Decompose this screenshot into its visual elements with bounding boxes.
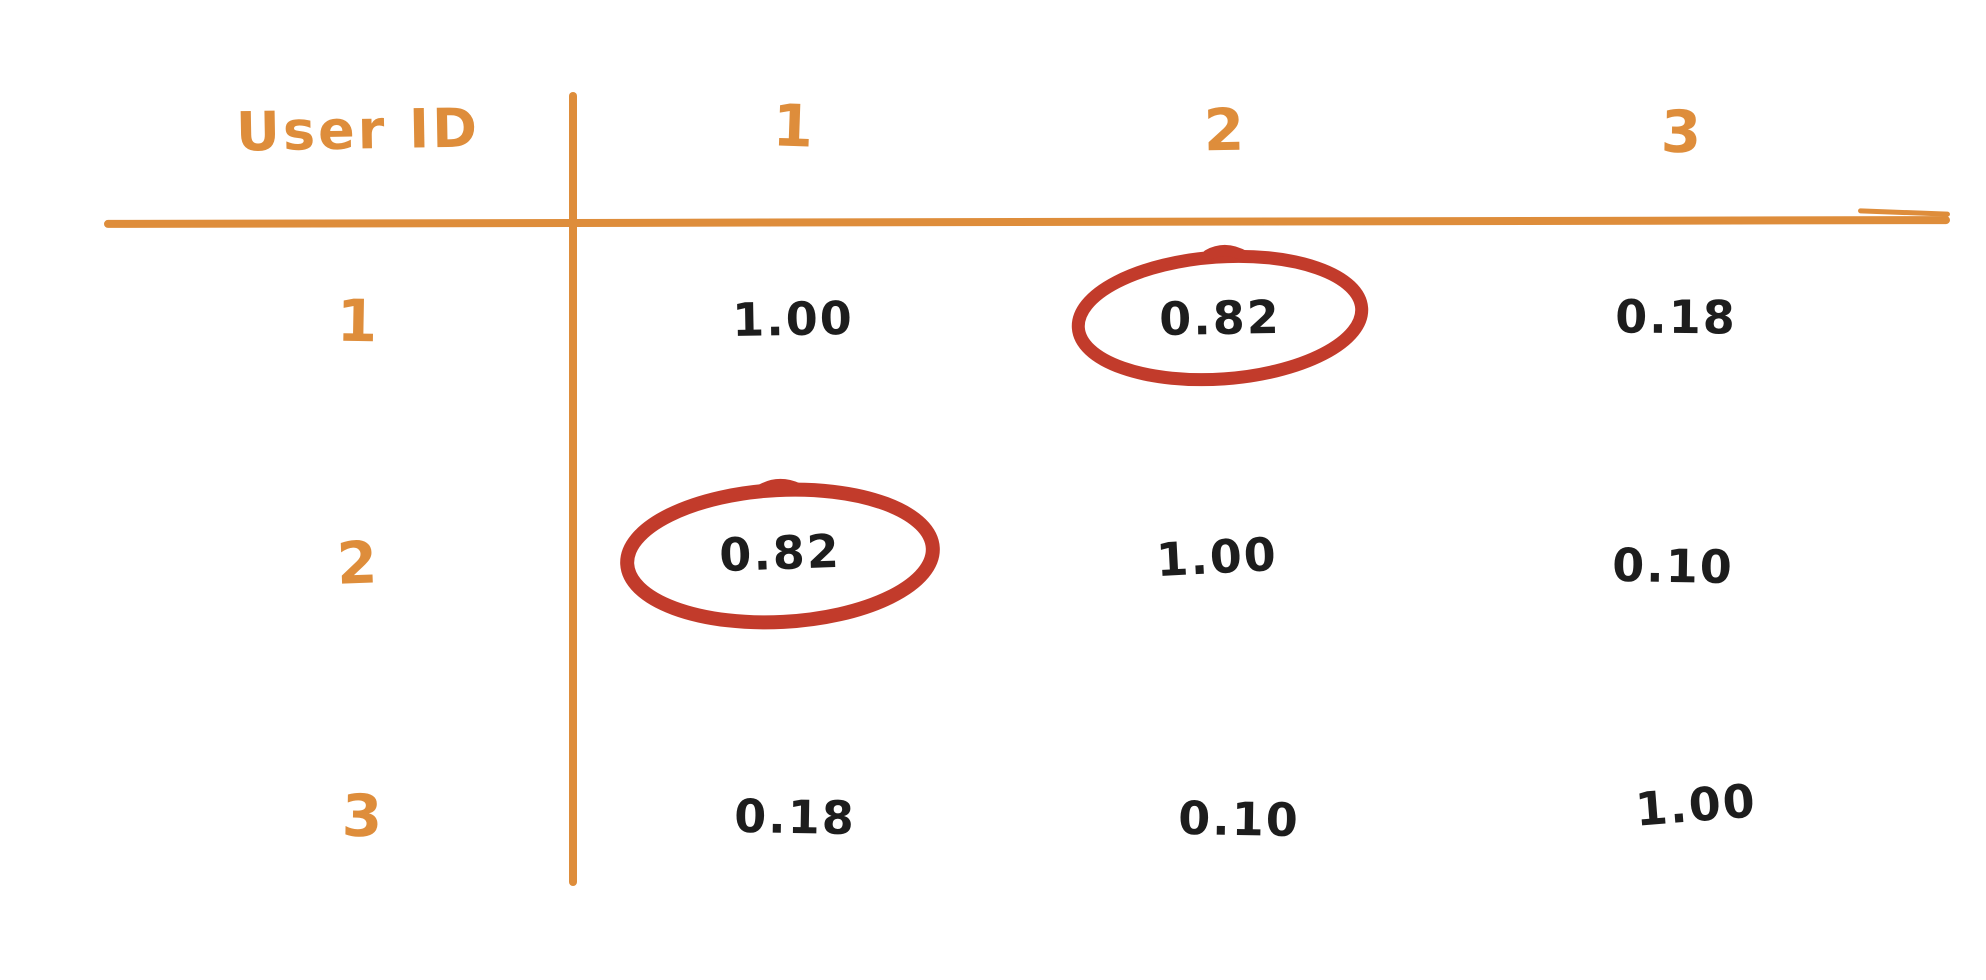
cell-row2-col2: 1.00 [1154,526,1280,588]
row-label-1: 1 [336,286,378,356]
table-header-divider-line [103,216,1951,228]
highlight-pen-overlap-stroke [754,479,804,497]
table-corner-label: User ID [235,96,481,164]
cell-row1-col3: 0.18 [1615,289,1737,345]
cell-row3-col1: 0.18 [733,788,857,846]
cell-row2-col3: 0.10 [1611,537,1735,595]
cell-row3-col2: 0.10 [1177,790,1301,848]
highlight-pen-overlap-stroke [1202,245,1252,263]
column-header-2: 2 [1203,95,1245,165]
table-column-divider-line [569,92,577,886]
row-label-3: 3 [341,781,383,851]
cell-row2-col1: 0.82 [718,523,842,583]
row-label-2: 2 [335,528,379,598]
column-header-1: 1 [771,91,815,161]
cell-row1-col1: 1.00 [731,290,855,348]
cell-row1-col2: 0.82 [1158,289,1282,347]
cell-row3-col3: 1.00 [1633,773,1759,837]
column-header-3: 3 [1660,97,1702,167]
